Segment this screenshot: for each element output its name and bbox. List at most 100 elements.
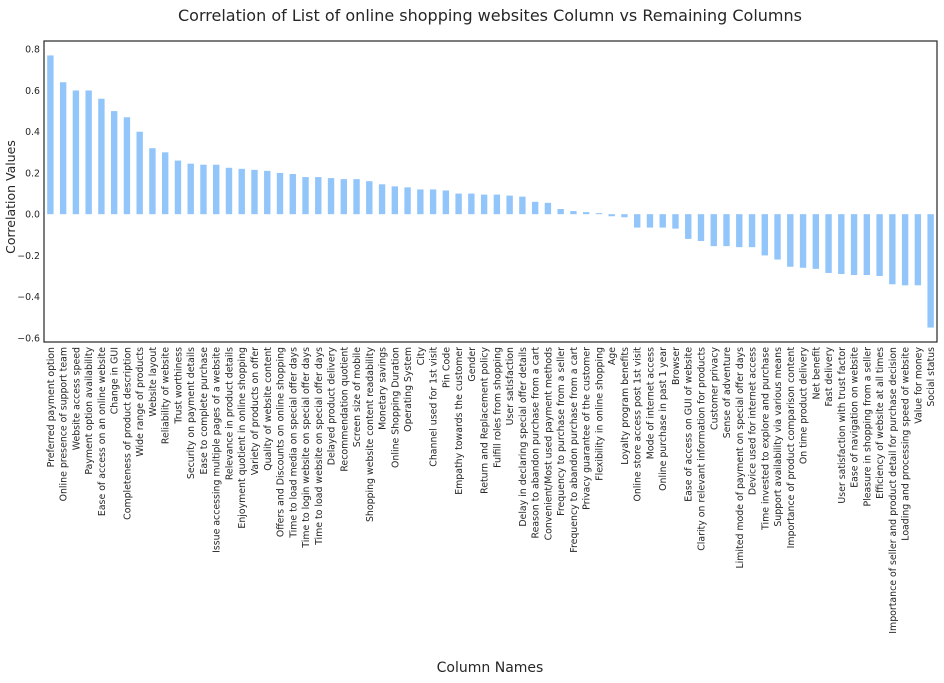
bar [417, 189, 424, 215]
x-tick-label: Browser [671, 347, 682, 385]
x-axis-label: Column Names [437, 660, 544, 676]
bar [506, 195, 513, 215]
bar [404, 187, 411, 215]
bar [876, 214, 883, 277]
bar [327, 178, 335, 215]
bar [187, 163, 194, 215]
x-tick-label: Shopping website content readability [365, 347, 376, 522]
bar [621, 214, 628, 218]
bar [493, 194, 501, 215]
x-tick-label: Gender [467, 347, 478, 382]
bar [480, 194, 488, 215]
y-tick-label: 0.4 [25, 127, 40, 138]
x-tick-label: Monetary savings [378, 347, 389, 430]
x-tick-label: Payment option availability [84, 347, 95, 475]
bar [799, 214, 807, 268]
bar [582, 212, 590, 215]
x-tick-label: Importance of seller and product detail … [888, 347, 899, 634]
bar [213, 164, 220, 215]
x-tick-label: Empathy towards the customer [454, 347, 465, 495]
bar [863, 214, 871, 275]
x-tick-label: Age [607, 347, 618, 365]
x-tick-label: Support availability via various means [773, 347, 784, 527]
x-tick-label: Time to login website on special offer d… [301, 347, 312, 549]
bars-group [47, 55, 934, 328]
x-tick-label: Operating System [403, 347, 414, 432]
bar [378, 184, 386, 215]
x-tick-label: Mode of internet access [645, 347, 656, 459]
bar [838, 214, 845, 274]
bar [251, 169, 258, 215]
x-tick-label: Website access speed [71, 347, 82, 450]
bar [98, 98, 105, 215]
y-tick-label: 0.0 [25, 210, 40, 221]
x-tick-label: Recommendation quotient [339, 347, 350, 472]
x-tick-label: Loading and processing speed of website [901, 347, 912, 541]
bar [685, 214, 692, 239]
x-tick-label: Online store access post 1st visit [633, 347, 644, 502]
x-tick-label: Enjoyment quotient in online shopping [237, 347, 248, 529]
bar [710, 214, 717, 247]
x-tick-label: Delayed product delivery [327, 347, 338, 466]
bar [276, 172, 284, 215]
x-tick-label: Security on payment details [186, 347, 197, 479]
x-tick-label: Flexibility in online shopping [594, 347, 605, 481]
bar [162, 152, 169, 215]
bar [174, 160, 182, 215]
bar [748, 214, 756, 248]
bar [110, 111, 118, 215]
x-tick-label: Relevance in product details [224, 347, 235, 480]
x-tick-label: Efficiency of website at all times [875, 347, 886, 499]
x-tick-label: Frequency to abandon purchase from a car… [569, 347, 580, 553]
bar [697, 214, 705, 241]
x-tick-label: Reliability of website [161, 347, 172, 444]
x-tick-label: Ease of access on GUI of website [684, 347, 695, 502]
x-tick-label: Time to load media on special offer days [288, 347, 299, 539]
bar [468, 193, 475, 215]
x-tick-label: Completeness of product description [122, 347, 133, 520]
x-tick-label: Value for money [913, 347, 924, 424]
x-tick-label: Importance of product comparison content [786, 347, 797, 549]
x-tick-label: Net benefit [811, 347, 822, 400]
x-tick-label: Sense of adventure [722, 347, 733, 439]
x-tick-label: Online purchase in past 1 year [658, 347, 669, 491]
x-tick-label: Limited mode of payment on special offer… [735, 347, 746, 569]
x-tick-label: Customer privacy [709, 347, 720, 430]
bar [136, 131, 143, 215]
bar [264, 170, 271, 215]
bar [531, 201, 539, 215]
bar [723, 214, 730, 247]
x-tick-label: Device used for internet access [748, 347, 759, 495]
bar [315, 177, 322, 215]
y-ticks-group: −0.6 −0.4 −0.2 0.0 0.2 0.4 0.6 0.8 [17, 45, 40, 345]
bar [238, 168, 245, 215]
bar [72, 90, 80, 215]
x-tick-label: Wide range of products [135, 347, 146, 457]
x-tick-label: Website layout [148, 347, 159, 417]
bar [442, 190, 450, 215]
bar [366, 181, 373, 215]
bar [850, 214, 858, 275]
x-tick-label: On time product delivery [799, 347, 810, 465]
x-tick-label: Time to load website on special offer da… [314, 347, 325, 546]
bar [391, 186, 399, 215]
x-tick-label: Return and Replacement policy [480, 347, 491, 494]
bar [85, 90, 92, 215]
bar [595, 213, 603, 215]
bar [353, 179, 360, 215]
x-tick-label: Convenient/Most used payment methods [543, 347, 554, 540]
bar [47, 55, 54, 215]
x-tick-label: Frequency to purchase from a seller [556, 347, 567, 516]
x-tick-label: Clarity on relevant information for prod… [696, 347, 707, 551]
x-tick-label: Variety of products on offer [250, 347, 261, 475]
bar [570, 211, 577, 215]
bar [774, 214, 781, 260]
x-tick-label: Preferred payment option [46, 347, 57, 467]
x-tick-label: Fulfill roles from shopping [492, 347, 503, 468]
x-tick-label: Pin Code [441, 347, 452, 388]
y-tick-label: 0.2 [25, 168, 40, 179]
bar [519, 196, 526, 215]
x-tick-label: Screen size of mobile [352, 347, 363, 447]
bar [889, 214, 896, 285]
